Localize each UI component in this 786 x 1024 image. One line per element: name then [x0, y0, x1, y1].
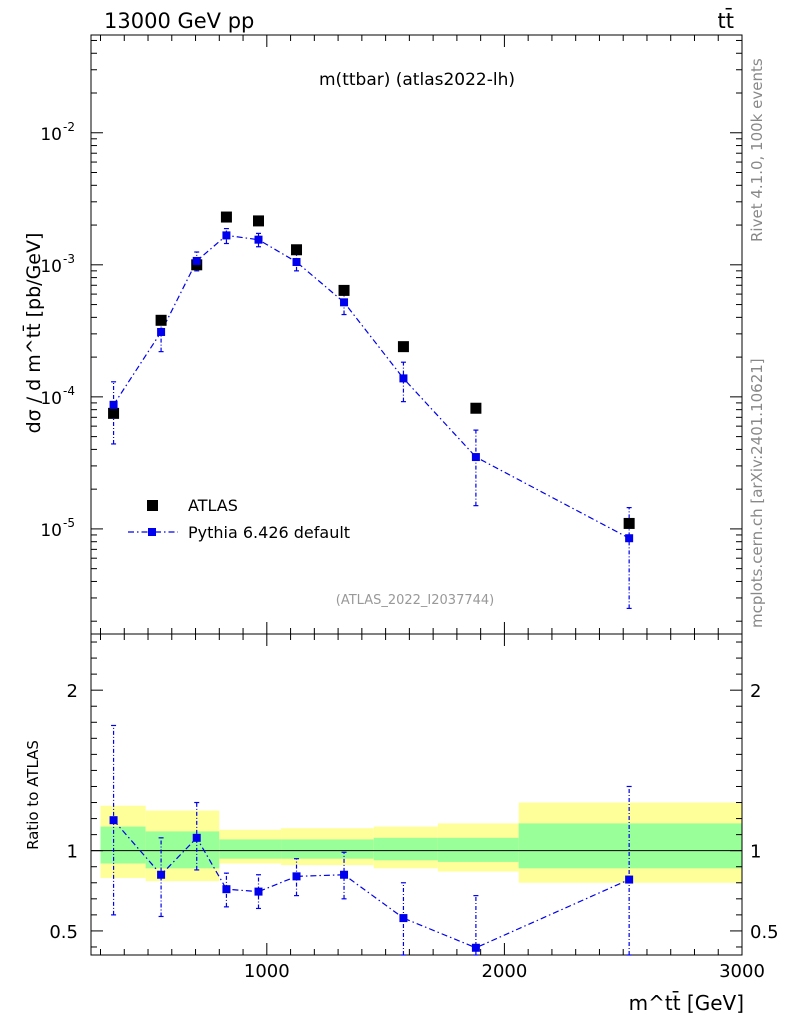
atlas-data-point	[108, 407, 120, 419]
main-plot-panel: 10-510-410-310-2 m(ttbar) (atlas2022-lh)…	[21, 34, 743, 635]
main-y-tick-label: 10	[40, 521, 62, 541]
ratio-y-tick-label-left: 1	[67, 842, 78, 863]
legend-pythia-marker	[148, 528, 156, 536]
main-y-tick-label: 10	[40, 125, 62, 145]
ratio-band-inner	[219, 839, 282, 859]
main-y-tick-label: 10	[40, 257, 62, 277]
pythia-data-point	[109, 400, 118, 409]
atlas-data-point	[470, 402, 482, 414]
main-y-axis-title: dσ / d m^tt̄ [pb/GeV]	[21, 233, 45, 434]
main-y-tick-exponent: -2	[63, 120, 75, 134]
legend-pythia-label: Pythia 6.426 default	[188, 523, 350, 542]
pythia-data-point	[399, 374, 408, 383]
process-label: tt̄	[718, 8, 734, 33]
main-plot-frame	[90, 34, 743, 635]
atlas-markers	[108, 211, 635, 529]
main-y-tick-exponent: -4	[63, 384, 75, 398]
rivet-label: Rivet 4.1.0, 100k events	[748, 58, 766, 242]
ratio-data-point	[340, 870, 349, 879]
ratio-band-inner	[518, 823, 742, 869]
atlas-data-point	[253, 215, 265, 227]
legend-atlas-label: ATLAS	[188, 496, 238, 515]
ratio-data-point	[192, 833, 201, 842]
x-tick-label: 2000	[482, 961, 528, 982]
atlas-data-point	[623, 517, 635, 529]
pythia-error-bars	[111, 228, 632, 610]
mcplots-label: mcplots.cern.ch [arXiv:2401.10621]	[748, 358, 766, 628]
legend-atlas-marker	[147, 500, 158, 511]
ratio-band-inner	[281, 839, 374, 859]
pythia-data-point	[192, 256, 201, 265]
x-tick-label: 1000	[244, 961, 290, 982]
ratio-data-point	[471, 943, 480, 952]
ratio-line	[113, 819, 630, 949]
ratio-data-point	[254, 887, 263, 896]
ratio-band-inner	[100, 826, 146, 864]
pythia-curve	[113, 234, 630, 539]
ratio-band-inner	[437, 837, 519, 862]
pythia-data-point	[254, 235, 263, 244]
ratio-plot-frame	[90, 633, 743, 956]
main-axis-ticks	[91, 35, 743, 634]
atlas-data-point	[338, 284, 350, 296]
ratio-markers	[109, 816, 634, 952]
collision-label: 13000 GeV pp	[104, 9, 254, 33]
atlas-data-point	[155, 314, 167, 326]
ratio-y-tick-label-left: 2	[67, 681, 78, 702]
atlas-data-point	[291, 244, 303, 256]
pythia-data-point	[157, 327, 166, 336]
ratio-y-axis-title: Ratio to ATLAS	[24, 740, 42, 850]
x-axis-title: m^tt̄ [GeV]	[629, 990, 744, 1015]
pythia-markers	[109, 231, 634, 543]
atlas-data-point	[397, 341, 409, 353]
main-y-tick-exponent: -5	[63, 516, 75, 530]
atlas-data-point	[220, 211, 232, 223]
main-y-tick-labels: 10-510-410-310-2	[40, 120, 75, 541]
legend: ATLAS Pythia 6.426 default	[128, 496, 350, 542]
ratio-data-point	[625, 875, 634, 884]
pythia-line	[113, 234, 630, 539]
analysis-id-label: (ATLAS_2022_I2037744)	[336, 593, 494, 608]
ratio-y-tick-label-right: 1	[750, 842, 761, 863]
ratio-y-tick-label-left: 0.5	[49, 922, 78, 943]
ratio-axis-ticks	[91, 634, 743, 955]
x-tick-label: 3000	[719, 961, 765, 982]
ratio-y-tick-label-right: 0.5	[750, 922, 779, 943]
pythia-data-point	[292, 258, 301, 267]
ratio-data-point	[292, 872, 301, 881]
ratio-data-point	[109, 816, 118, 825]
pythia-data-point	[340, 298, 349, 307]
ratio-band-inner	[373, 837, 438, 861]
main-y-tick-exponent: -3	[63, 252, 75, 266]
ratio-data-point	[157, 870, 166, 879]
ratio-band-inner	[145, 831, 220, 869]
pythia-data-point	[222, 231, 231, 240]
ratio-y-tick-label-right: 2	[750, 681, 761, 702]
main-y-tick-label: 10	[40, 389, 62, 409]
pythia-data-point	[471, 453, 480, 462]
plot-title: m(ttbar) (atlas2022-lh)	[319, 70, 515, 90]
ratio-plot-panel: 0.5 0.5 1 1 2 2 1000 2000 3000 Ratio to ATLAS m^…	[24, 633, 779, 1015]
ratio-tick-labels: 0.5 0.5 1 1 2 2 1000 2000 3000	[49, 681, 778, 982]
ratio-data-point	[399, 914, 408, 923]
ratio-curve	[113, 819, 630, 949]
ratio-data-point	[222, 885, 231, 894]
pythia-data-point	[625, 534, 634, 543]
